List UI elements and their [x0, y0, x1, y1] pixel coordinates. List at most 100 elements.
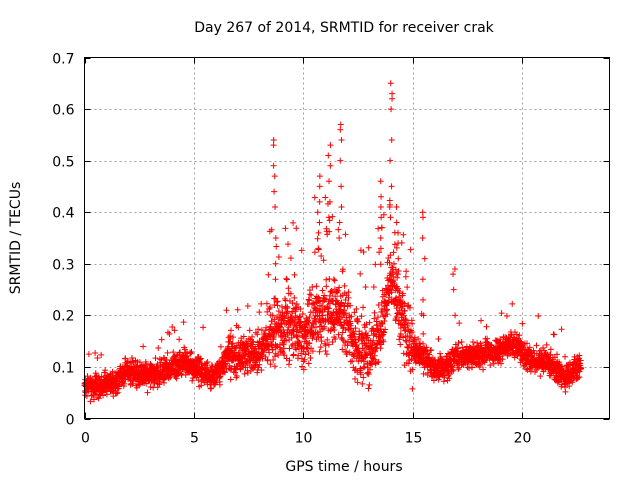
- data-point: [314, 235, 321, 242]
- data-point: [318, 303, 325, 310]
- data-point: [238, 335, 245, 342]
- data-point: [270, 357, 277, 364]
- data-point: [306, 297, 313, 304]
- data-point: [87, 398, 94, 405]
- data-point: [333, 288, 340, 295]
- spike-point: [388, 183, 395, 190]
- data-point: [393, 313, 400, 320]
- data-point: [360, 304, 367, 311]
- data-point: [244, 360, 251, 367]
- spike-point: [271, 188, 278, 195]
- data-point: [360, 249, 367, 256]
- data-point: [361, 347, 368, 354]
- data-point: [208, 362, 215, 369]
- data-point: [359, 335, 366, 342]
- data-point: [102, 367, 109, 374]
- data-point: [551, 354, 558, 361]
- data-point: [371, 356, 378, 363]
- data-point: [236, 345, 243, 352]
- spike-point: [394, 271, 401, 278]
- data-point: [313, 283, 320, 290]
- data-point: [309, 284, 316, 291]
- y-tick-labels: 0 0.1 0.2 0.3 0.4 0.5 0.6 0.7: [52, 52, 74, 429]
- data-point: [316, 348, 323, 355]
- data-point: [449, 364, 456, 371]
- data-point: [326, 217, 333, 224]
- data-point: [400, 231, 407, 238]
- data-point: [396, 317, 403, 324]
- data-point: [347, 358, 354, 365]
- data-point: [92, 370, 99, 377]
- data-point: [366, 366, 373, 373]
- data-point: [338, 299, 345, 306]
- spike-point: [316, 183, 323, 190]
- data-point: [291, 318, 298, 325]
- data-point: [387, 252, 394, 259]
- data-point: [322, 342, 329, 349]
- data-point: [352, 325, 359, 332]
- spike-point: [271, 173, 278, 180]
- data-point: [295, 352, 302, 359]
- data-point: [318, 338, 325, 345]
- data-point: [273, 299, 280, 306]
- data-point: [428, 346, 435, 353]
- data-point: [173, 375, 180, 382]
- data-point: [574, 374, 581, 381]
- data-point: [329, 213, 336, 220]
- data-point: [354, 318, 361, 325]
- data-point: [128, 354, 135, 361]
- data-point: [317, 344, 324, 351]
- data-point: [297, 319, 304, 326]
- spike-point: [377, 178, 384, 185]
- data-point: [499, 356, 506, 363]
- data-point: [456, 320, 463, 327]
- data-point: [382, 326, 389, 333]
- data-point: [281, 352, 288, 359]
- spike-point: [326, 178, 333, 185]
- data-point: [369, 361, 376, 368]
- data-point: [274, 298, 281, 305]
- data-point: [100, 392, 107, 399]
- data-point: [322, 194, 329, 201]
- data-point: [364, 351, 371, 358]
- spike-point: [378, 193, 385, 200]
- spike-point: [325, 152, 332, 159]
- data-point: [271, 363, 278, 370]
- data-point: [421, 364, 428, 371]
- data-point: [469, 364, 476, 371]
- data-point: [341, 282, 348, 289]
- data-point: [221, 369, 228, 376]
- data-point: [288, 334, 295, 341]
- data-point: [543, 341, 550, 348]
- data-point: [329, 338, 336, 345]
- data-point: [556, 359, 563, 366]
- data-point: [306, 340, 313, 347]
- data-point: [254, 369, 261, 376]
- data-point: [330, 276, 337, 283]
- data-point: [293, 225, 300, 232]
- x-tick-label: 10: [295, 431, 313, 447]
- spike-point: [420, 296, 427, 303]
- data-point: [390, 273, 397, 280]
- data-point: [437, 350, 444, 357]
- data-point: [196, 356, 203, 363]
- data-point: [326, 292, 333, 299]
- data-point: [269, 312, 276, 319]
- data-point: [380, 338, 387, 345]
- spike-point: [314, 209, 321, 216]
- y-tick-label: 0.5: [52, 155, 74, 171]
- data-point: [519, 320, 526, 327]
- data-point: [321, 296, 328, 303]
- data-point: [336, 284, 343, 291]
- data-point: [360, 374, 367, 381]
- data-point: [339, 329, 346, 336]
- data-point: [376, 249, 383, 256]
- data-point: [188, 348, 195, 355]
- spike-point: [327, 142, 334, 149]
- data-point: [129, 380, 136, 387]
- data-point: [255, 326, 262, 333]
- y-tick-label: 0: [66, 413, 75, 429]
- data-point: [353, 355, 360, 362]
- spike-point: [326, 198, 333, 205]
- data-point: [566, 383, 573, 390]
